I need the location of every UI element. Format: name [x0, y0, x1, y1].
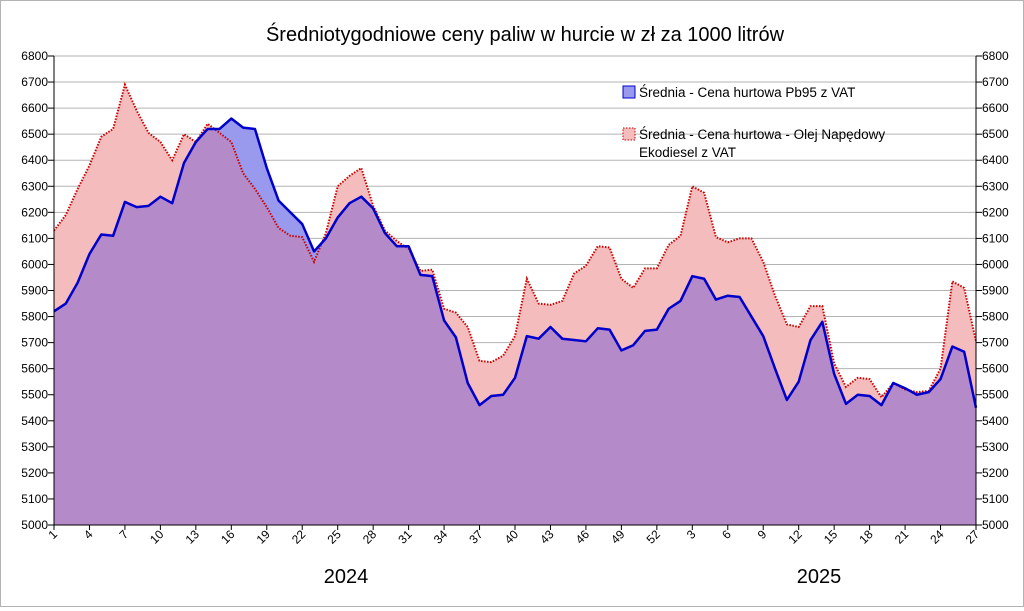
year-label: 2024 — [324, 566, 369, 588]
y-tick-label: 6100 — [982, 231, 1009, 245]
y-tick-label: 5800 — [21, 310, 48, 324]
x-tick-label: 16 — [218, 527, 238, 547]
legend: Średnia - Cena hurtowa Pb95 z VAT Średnia… — [622, 85, 885, 160]
y-tick-label: 6500 — [21, 127, 48, 141]
y-tick-label: 5500 — [21, 388, 48, 402]
diesel-line — [53, 81, 977, 400]
y-tick-label: 5200 — [982, 466, 1009, 480]
y-tick-label: 5200 — [21, 466, 48, 480]
y-tick-label: 5300 — [21, 440, 48, 454]
x-tick-label: 3 — [684, 527, 699, 542]
x-tick-label: 31 — [395, 527, 415, 547]
x-tick-label: 9 — [755, 527, 770, 542]
y-tick-label: 6500 — [982, 127, 1009, 141]
y-tick-label: 5000 — [982, 518, 1009, 532]
y-tick-label: 5300 — [982, 440, 1009, 454]
y-tick-label: 6100 — [21, 231, 48, 245]
x-tick-label: 1 — [45, 527, 60, 542]
x-tick-label: 4 — [81, 527, 96, 542]
y-tick-label: 6300 — [982, 179, 1009, 193]
y-tick-label: 5600 — [982, 362, 1009, 376]
y-tick-label: 6600 — [21, 101, 48, 115]
y-tick-label: 5500 — [982, 388, 1009, 402]
y-tick-label: 5700 — [21, 336, 48, 350]
y-tick-label: 5900 — [982, 284, 1009, 298]
overlap-area — [54, 128, 976, 525]
x-tick-label: 25 — [324, 527, 344, 547]
y-tick-label: 5400 — [982, 414, 1009, 428]
x-tick-label: 13 — [183, 527, 203, 547]
legend-swatch-diesel — [622, 127, 636, 141]
y-tick-label: 5700 — [982, 336, 1009, 350]
pb95-line — [53, 117, 978, 409]
y-tick-label: 5000 — [21, 518, 48, 532]
y-tick-label: 6400 — [21, 153, 48, 167]
x-tick-label: 21 — [892, 527, 912, 547]
x-tick-label: 24 — [927, 527, 947, 547]
legend-label-diesel: Średnia - Cena hurtowa - Olej Napędowy — [639, 127, 885, 142]
y-tick-label: 6700 — [21, 75, 48, 89]
y-tick-label: 6800 — [982, 49, 1009, 63]
x-tick-label: 27 — [963, 527, 983, 547]
y-tick-label: 6700 — [982, 75, 1009, 89]
x-tick-label: 22 — [289, 527, 309, 547]
x-tick-label: 28 — [360, 527, 380, 547]
axes — [48, 55, 982, 530]
legend-label-diesel-cont: Ekodiesel z VAT — [639, 145, 736, 160]
x-tick-label: 18 — [856, 527, 876, 547]
series-lines — [53, 81, 978, 409]
y-tick-label: 6000 — [21, 257, 48, 271]
y-tick-label: 5100 — [982, 492, 1009, 506]
y-tick-label: 6200 — [982, 205, 1009, 219]
y-tick-label: 6200 — [21, 205, 48, 219]
x-tick-label: 7 — [116, 527, 131, 542]
x-tick-label: 49 — [608, 527, 628, 547]
x-tick-label: 10 — [147, 527, 167, 547]
y-tick-label: 6000 — [982, 257, 1009, 271]
y-axis-left: 5000 5100 5200 5300 5400 5500 5600 5700 5800 5900… — [21, 49, 48, 532]
y-tick-label: 6600 — [982, 101, 1009, 115]
y-axis-right: 5000 5100 5200 5300 5400 5500 5600 5700 5800 5900… — [982, 49, 1009, 532]
y-tick-label: 5800 — [982, 310, 1009, 324]
chart-title: Średniotygodniowe ceny paliw w hurcie w … — [266, 22, 785, 46]
y-tick-label: 5600 — [21, 362, 48, 376]
legend-label-pb95: Średnia - Cena hurtowa Pb95 z VAT — [639, 85, 855, 100]
y-tick-label: 5400 — [21, 414, 48, 428]
area-fills — [54, 84, 976, 525]
x-tick-label: 15 — [821, 527, 841, 547]
x-tick-label: 19 — [254, 527, 274, 547]
x-tick-label: 6 — [719, 527, 734, 542]
x-tick-label: 40 — [502, 527, 522, 547]
y-tick-label: 5100 — [21, 492, 48, 506]
x-axis: 1 4 7 10 13 16 19 22 25 28 31 34 37 40 43 46 49 52 3 6 9 12 15… — [45, 527, 982, 547]
legend-swatch-pb95 — [622, 85, 636, 99]
y-tick-label: 6400 — [982, 153, 1009, 167]
x-tick-label: 43 — [537, 527, 557, 547]
y-tick-label: 6300 — [21, 179, 48, 193]
x-tick-label: 37 — [466, 527, 486, 547]
x-tick-label: 34 — [431, 527, 451, 547]
year-label: 2025 — [797, 566, 842, 588]
x-tick-label: 46 — [573, 527, 593, 547]
x-tick-label: 12 — [785, 527, 805, 547]
y-tick-label: 5900 — [21, 284, 48, 298]
x-tick-label: 52 — [644, 527, 664, 547]
year-labels: 2024 2025 — [324, 566, 842, 588]
y-tick-label: 6800 — [21, 49, 48, 63]
